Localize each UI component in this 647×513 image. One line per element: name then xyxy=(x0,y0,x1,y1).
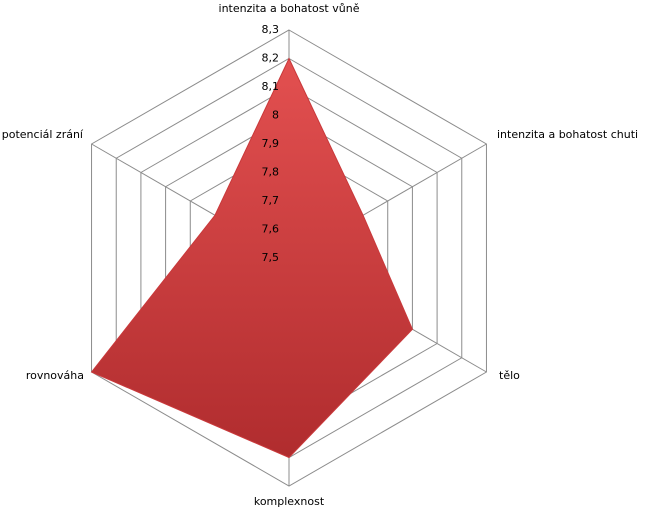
category-label: potenciál zrání xyxy=(2,128,84,141)
tick-label: 7,5 xyxy=(262,251,280,264)
category-label: rovnováha xyxy=(26,369,84,382)
category-label: tělo xyxy=(499,369,520,382)
category-label: intenzita a bohatost chuti xyxy=(497,128,638,141)
tick-label: 7,7 xyxy=(262,194,280,207)
tick-label: 8,3 xyxy=(262,23,280,36)
tick-label: 7,6 xyxy=(262,223,280,236)
category-label: komplexnost xyxy=(254,495,325,508)
category-label: intenzita a bohatost vůně xyxy=(219,2,360,15)
tick-label: 7,8 xyxy=(262,166,280,179)
tick-label: 8 xyxy=(272,109,279,122)
tick-label: 8,2 xyxy=(262,52,280,65)
radar-area xyxy=(90,57,413,459)
tick-label: 8,1 xyxy=(262,80,280,93)
tick-label: 7,9 xyxy=(262,137,280,150)
